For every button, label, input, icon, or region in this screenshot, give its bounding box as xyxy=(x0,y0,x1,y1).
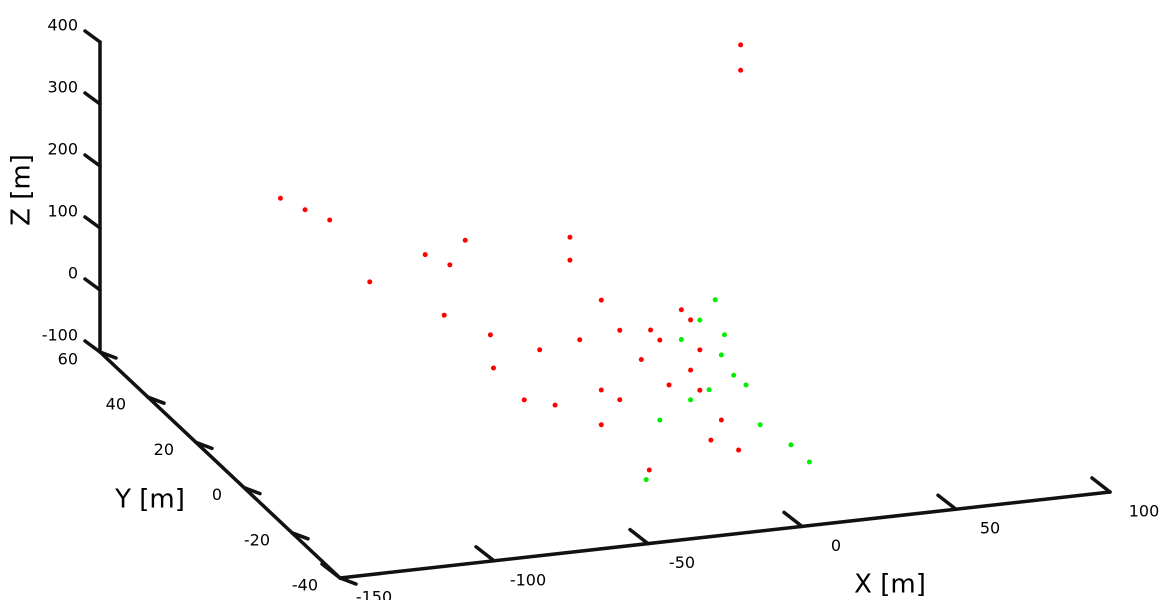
z-tick xyxy=(83,277,102,292)
x-axis xyxy=(338,490,1112,580)
point xyxy=(490,365,496,371)
point xyxy=(688,397,694,403)
y-tick xyxy=(98,350,118,360)
y-tick-label: -40 xyxy=(292,576,318,595)
point xyxy=(736,447,742,453)
point xyxy=(757,422,763,428)
x-tick xyxy=(782,510,804,529)
point xyxy=(567,257,573,263)
y-tick-label: 60 xyxy=(58,350,78,369)
point xyxy=(643,477,649,483)
y-axis-label: Y [m] xyxy=(114,485,185,515)
point xyxy=(638,357,644,363)
point xyxy=(577,337,583,343)
point xyxy=(537,347,543,353)
point xyxy=(598,422,604,428)
point xyxy=(598,387,604,393)
point xyxy=(697,317,703,323)
point xyxy=(302,207,308,213)
y-tick-label: 0 xyxy=(212,485,222,504)
point xyxy=(487,332,493,338)
point xyxy=(688,317,694,323)
z-tick-label: 0 xyxy=(68,264,78,283)
point xyxy=(648,327,654,333)
point xyxy=(598,297,604,303)
z-tick-label: -100 xyxy=(42,326,78,345)
point xyxy=(738,67,744,73)
point xyxy=(678,307,684,313)
point xyxy=(646,467,652,473)
z-tick-label: 400 xyxy=(47,16,78,35)
z-tick-label: 100 xyxy=(47,202,78,221)
y-tick xyxy=(146,395,166,405)
point xyxy=(521,397,527,403)
point xyxy=(441,312,447,318)
x-axis-label: X [m] xyxy=(854,570,926,600)
x-tick-label: -150 xyxy=(356,588,392,600)
point xyxy=(743,382,749,388)
point xyxy=(721,332,727,338)
z-tick xyxy=(83,215,102,230)
point xyxy=(738,42,744,48)
z-tick xyxy=(83,29,102,44)
point xyxy=(552,402,558,408)
y-tick xyxy=(338,576,358,586)
x-tick xyxy=(1090,476,1112,494)
y-tick-label: 40 xyxy=(106,395,126,414)
point xyxy=(567,234,573,240)
x-tick-label: 50 xyxy=(980,519,1000,538)
point xyxy=(657,337,663,343)
y-tick-label: -20 xyxy=(244,530,270,549)
point xyxy=(697,387,703,393)
point xyxy=(788,442,794,448)
point xyxy=(367,279,373,285)
z-tick-label: 300 xyxy=(47,78,78,97)
x-tick-label: 0 xyxy=(831,536,841,555)
point xyxy=(678,337,684,343)
y-axis xyxy=(98,350,342,580)
x-tick xyxy=(936,493,958,511)
y-tick xyxy=(290,531,310,541)
point xyxy=(708,437,714,443)
point xyxy=(666,382,672,388)
point xyxy=(806,459,812,465)
z-tick-label: 200 xyxy=(47,140,78,159)
point xyxy=(718,417,724,423)
point xyxy=(617,327,623,333)
x-tick-label: 100 xyxy=(1129,502,1160,521)
point xyxy=(688,367,694,373)
x-tick xyxy=(628,527,650,546)
y-tick xyxy=(194,440,214,451)
x-tick xyxy=(320,562,342,580)
y-tick xyxy=(242,485,262,496)
z-tick xyxy=(83,339,102,354)
point xyxy=(462,237,468,243)
point xyxy=(617,397,623,403)
x-tick-label: -100 xyxy=(510,570,546,589)
y-tick-label: 20 xyxy=(154,440,174,459)
x-tick xyxy=(474,545,496,563)
point xyxy=(422,252,428,258)
point xyxy=(277,195,283,201)
point xyxy=(447,262,453,268)
z-tick xyxy=(83,91,102,106)
point xyxy=(697,347,703,353)
z-axis-label: Z [m] xyxy=(7,154,37,226)
z-tick xyxy=(83,153,102,168)
point xyxy=(657,417,663,423)
point xyxy=(718,352,724,358)
point xyxy=(731,372,737,378)
x-tick-label: -50 xyxy=(669,553,695,572)
point xyxy=(706,387,712,393)
point xyxy=(712,297,718,303)
point xyxy=(327,217,333,223)
